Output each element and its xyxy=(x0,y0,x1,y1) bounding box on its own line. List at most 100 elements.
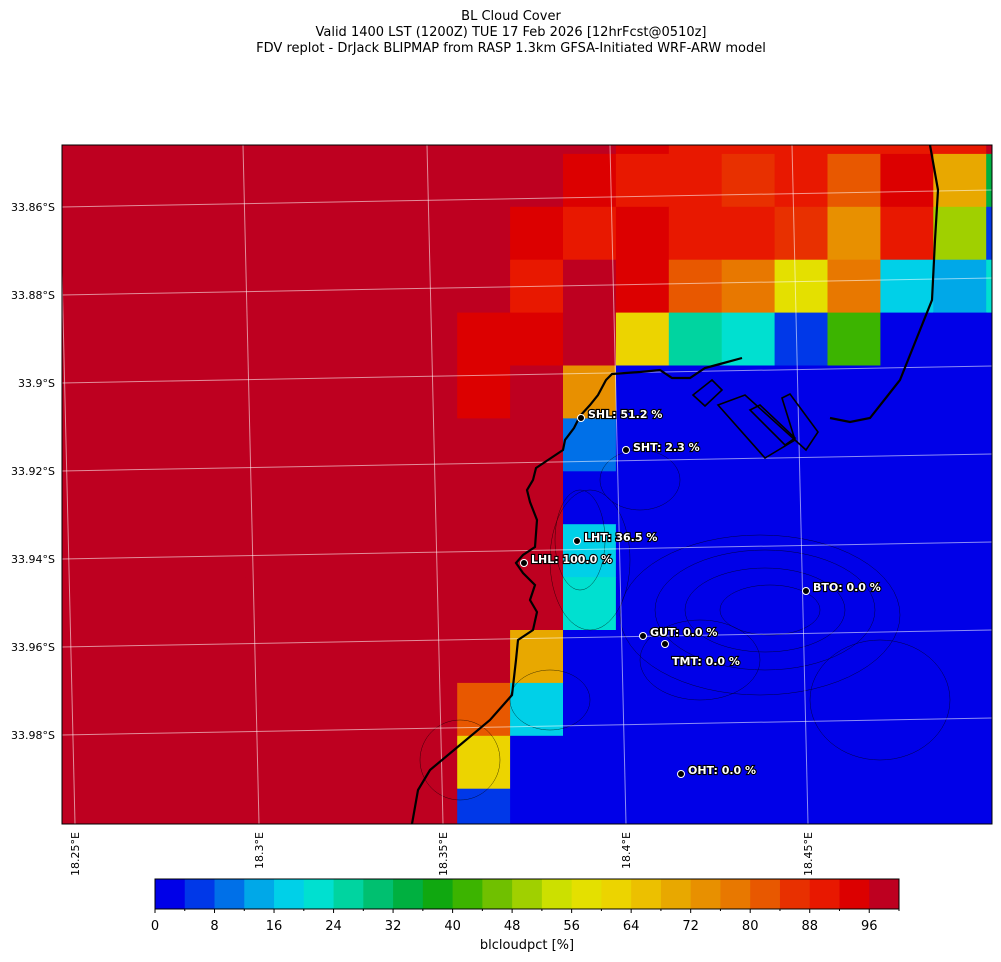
grid-cell xyxy=(615,153,670,208)
harbour-breakwater xyxy=(691,378,724,408)
colorbar-swatch xyxy=(184,879,216,909)
grid-cell xyxy=(721,577,776,631)
grid-cell xyxy=(192,259,247,314)
grid-cell xyxy=(298,153,352,208)
grid-cell xyxy=(404,418,458,472)
grid-cell xyxy=(721,630,776,684)
grid-cell xyxy=(721,471,776,525)
grid-cell xyxy=(827,312,881,367)
grid-cell xyxy=(880,365,934,419)
grid-cell xyxy=(86,145,141,155)
colorbar-frame xyxy=(154,878,900,910)
grid-cell xyxy=(139,524,194,578)
lon-tick-label: 18.4°E xyxy=(620,832,633,869)
grid-cell xyxy=(298,312,352,367)
grid-cell xyxy=(404,365,458,419)
grid-cell xyxy=(139,259,194,314)
grid-cell xyxy=(192,153,247,208)
longitude-line xyxy=(609,145,627,824)
colorbar-tick-label: 16 xyxy=(266,919,283,934)
longitude-line xyxy=(426,145,444,824)
grid-cell xyxy=(245,735,300,790)
grid-cell xyxy=(139,682,194,737)
grid-cell xyxy=(563,418,617,472)
contour-line xyxy=(509,669,591,731)
grid-cell xyxy=(774,788,829,824)
grid-cell xyxy=(404,153,458,208)
grid-cell xyxy=(510,682,564,737)
colorbar-swatch xyxy=(779,879,811,909)
contour-line xyxy=(654,549,876,671)
grid-cell xyxy=(510,471,564,525)
grid-cell xyxy=(192,145,247,155)
grid-cell xyxy=(933,735,987,790)
grid-cell xyxy=(351,682,405,737)
grid-cell xyxy=(880,682,934,737)
grid-cell xyxy=(721,524,776,578)
grid-cell xyxy=(86,735,141,790)
grid-cell xyxy=(245,145,300,155)
lat-tick-label: 33.96°S xyxy=(11,641,55,654)
grid-cell xyxy=(404,735,458,790)
contour-line xyxy=(719,584,821,636)
grid-cell xyxy=(404,145,458,155)
grid-cell xyxy=(86,682,141,737)
station-marker xyxy=(573,537,581,545)
grid-cell xyxy=(668,418,723,472)
coastline-west xyxy=(410,356,743,824)
latitude-line xyxy=(62,717,992,736)
grid-cell xyxy=(986,471,992,525)
grid-cell xyxy=(510,735,564,790)
grid-cell xyxy=(933,365,987,419)
grid-cell xyxy=(298,418,352,472)
grid-cell xyxy=(139,312,194,367)
grid-cell xyxy=(245,471,300,525)
contour-line xyxy=(549,489,631,631)
grid-cell xyxy=(457,471,511,525)
lon-tick-labels: 18.25°E 18.3°E 18.35°E 18.4°E 18.45°E xyxy=(69,832,815,876)
grid-cell xyxy=(563,524,617,578)
colorbar-swatch xyxy=(720,879,751,909)
grid-cell xyxy=(245,153,300,208)
grid-cell xyxy=(510,788,564,824)
grid-cell xyxy=(351,735,405,790)
grid-cell xyxy=(86,577,141,631)
colorbar-swatch xyxy=(631,879,662,909)
grid-cell xyxy=(721,788,776,824)
grid-cell xyxy=(827,206,881,261)
grid-cell xyxy=(615,682,670,737)
station-marker xyxy=(661,640,669,648)
map-title: BL Cloud Cover xyxy=(461,9,561,24)
grid-cell xyxy=(615,312,670,367)
latitude-line xyxy=(62,277,992,296)
grid-cell xyxy=(510,206,564,261)
grid-cell xyxy=(139,471,194,525)
grid-cell xyxy=(139,630,194,684)
grid-cell xyxy=(933,788,987,824)
grid-cell xyxy=(62,206,88,261)
grid-cell xyxy=(721,259,776,314)
grid-cell xyxy=(615,418,670,472)
grid-cell xyxy=(510,145,564,155)
harbour-pier-3 xyxy=(781,392,819,452)
grid-cell xyxy=(721,206,776,261)
station-marker xyxy=(577,414,585,422)
grid-cell xyxy=(139,577,194,631)
colorbar: 0 8 16 24 32 40 48 56 64 72 80 88 96 xyxy=(151,878,900,934)
grid-cell xyxy=(245,418,300,472)
grid-cell xyxy=(298,577,352,631)
lat-tick-label: 33.92°S xyxy=(11,465,55,478)
grid-cell xyxy=(563,682,617,737)
station-label: SHT: 2.3 % xyxy=(633,441,700,454)
grid-cell xyxy=(62,312,88,367)
grid-cell xyxy=(298,471,352,525)
grid-cell xyxy=(721,682,776,737)
grid-cell xyxy=(192,630,247,684)
contour-line xyxy=(684,567,846,653)
grid-cell xyxy=(668,312,723,367)
grid-cell xyxy=(774,259,829,314)
grid-cell xyxy=(827,145,881,155)
colorbar-swatch xyxy=(601,879,632,909)
colorbar-swatch xyxy=(422,879,454,909)
colorbar-tick-label: 0 xyxy=(151,919,159,934)
